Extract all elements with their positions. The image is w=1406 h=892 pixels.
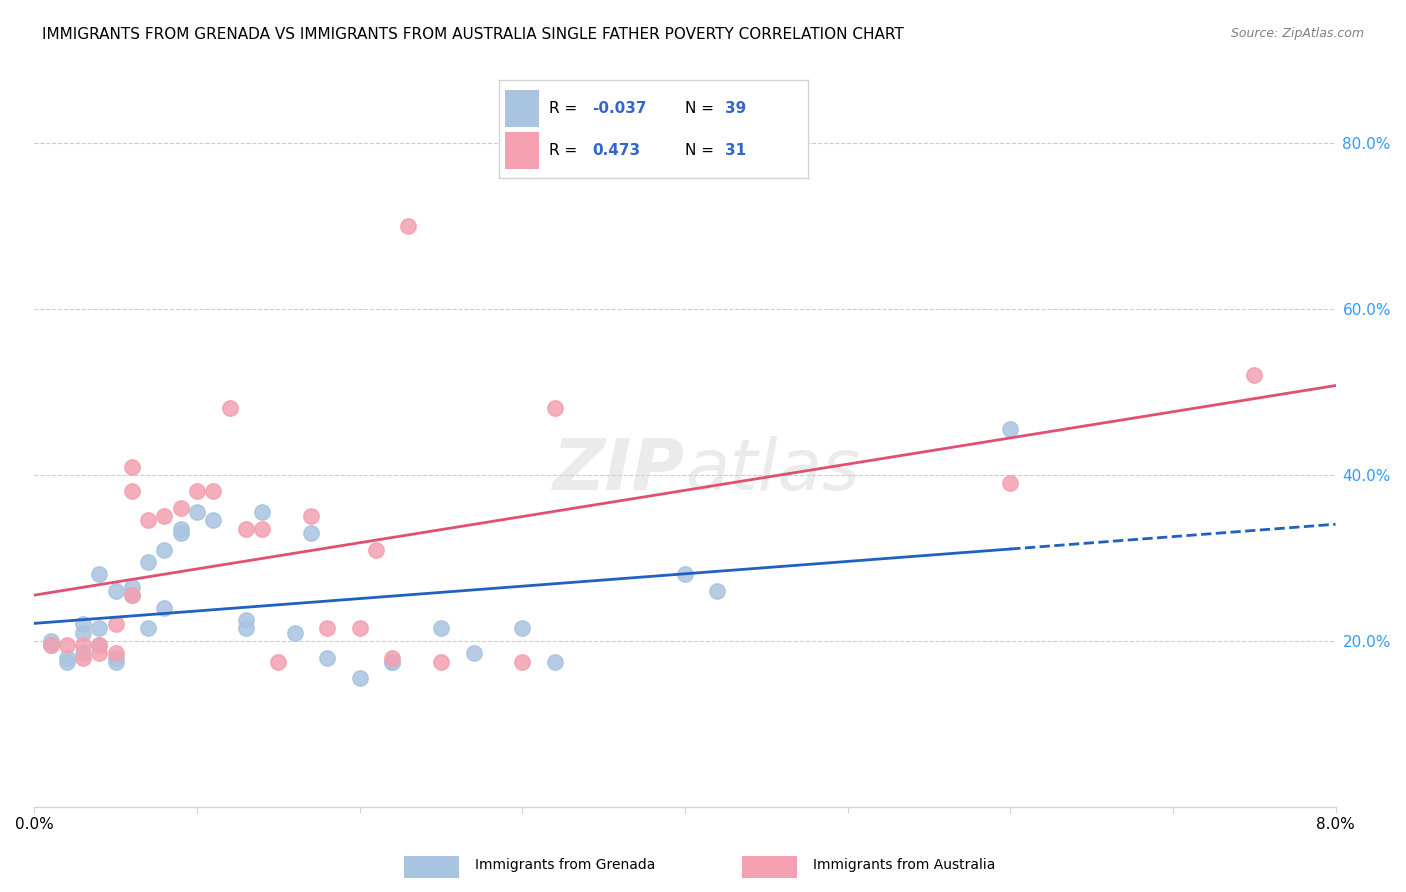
Text: Source: ZipAtlas.com: Source: ZipAtlas.com	[1230, 27, 1364, 40]
Point	[510, 622, 533, 636]
Point	[104, 655, 127, 669]
Text: ZIP: ZIP	[553, 436, 685, 505]
Point	[72, 650, 94, 665]
Point	[267, 655, 290, 669]
Text: R =: R =	[548, 101, 582, 116]
Point	[39, 638, 62, 652]
Point	[510, 655, 533, 669]
Point	[349, 622, 371, 636]
Point	[299, 509, 322, 524]
Point	[170, 522, 193, 536]
Point	[104, 650, 127, 665]
Point	[430, 655, 453, 669]
Point	[89, 638, 111, 652]
FancyBboxPatch shape	[505, 132, 540, 169]
Point	[170, 501, 193, 516]
Point	[316, 622, 339, 636]
Point	[218, 401, 240, 416]
Text: N =: N =	[685, 143, 718, 158]
Point	[104, 646, 127, 660]
Point	[250, 505, 273, 519]
Text: N =: N =	[685, 101, 718, 116]
Point	[89, 638, 111, 652]
Point	[235, 613, 257, 627]
Point	[430, 622, 453, 636]
Text: R =: R =	[548, 143, 582, 158]
Text: Immigrants from Australia: Immigrants from Australia	[813, 858, 995, 872]
Point	[250, 522, 273, 536]
Point	[153, 509, 176, 524]
Point	[121, 459, 143, 474]
Point	[235, 622, 257, 636]
Point	[39, 633, 62, 648]
Point	[72, 646, 94, 660]
Point	[170, 525, 193, 540]
Point	[381, 655, 404, 669]
Text: 39: 39	[725, 101, 747, 116]
Point	[1000, 422, 1022, 436]
Text: IMMIGRANTS FROM GRENADA VS IMMIGRANTS FROM AUSTRALIA SINGLE FATHER POVERTY CORRE: IMMIGRANTS FROM GRENADA VS IMMIGRANTS FR…	[42, 27, 904, 42]
Point	[398, 219, 420, 233]
Point	[381, 655, 404, 669]
FancyBboxPatch shape	[404, 856, 458, 878]
Point	[153, 600, 176, 615]
Point	[349, 671, 371, 685]
Point	[121, 588, 143, 602]
Point	[706, 584, 728, 599]
Point	[1243, 368, 1265, 383]
Point	[89, 567, 111, 582]
Point	[284, 625, 307, 640]
Text: atlas: atlas	[685, 436, 859, 505]
Text: Immigrants from Grenada: Immigrants from Grenada	[475, 858, 655, 872]
Point	[153, 542, 176, 557]
Point	[89, 622, 111, 636]
Point	[544, 401, 567, 416]
Point	[381, 650, 404, 665]
Point	[673, 567, 696, 582]
Text: 0.473: 0.473	[592, 143, 640, 158]
Text: -0.037: -0.037	[592, 101, 647, 116]
Point	[186, 505, 208, 519]
Point	[56, 650, 79, 665]
Point	[136, 514, 159, 528]
Point	[121, 484, 143, 499]
Point	[136, 622, 159, 636]
Point	[72, 617, 94, 632]
Point	[72, 625, 94, 640]
Point	[235, 522, 257, 536]
Point	[56, 638, 79, 652]
Point	[316, 650, 339, 665]
Point	[56, 655, 79, 669]
Point	[202, 514, 225, 528]
Point	[136, 555, 159, 569]
Point	[202, 484, 225, 499]
Point	[39, 638, 62, 652]
Point	[1000, 476, 1022, 491]
Point	[104, 617, 127, 632]
Text: 31: 31	[725, 143, 747, 158]
FancyBboxPatch shape	[742, 856, 797, 878]
Point	[72, 638, 94, 652]
Point	[89, 646, 111, 660]
Point	[463, 646, 485, 660]
Point	[121, 580, 143, 594]
FancyBboxPatch shape	[505, 90, 540, 127]
Point	[186, 484, 208, 499]
Point	[121, 588, 143, 602]
Point	[104, 584, 127, 599]
Point	[364, 542, 387, 557]
Point	[544, 655, 567, 669]
Point	[299, 525, 322, 540]
